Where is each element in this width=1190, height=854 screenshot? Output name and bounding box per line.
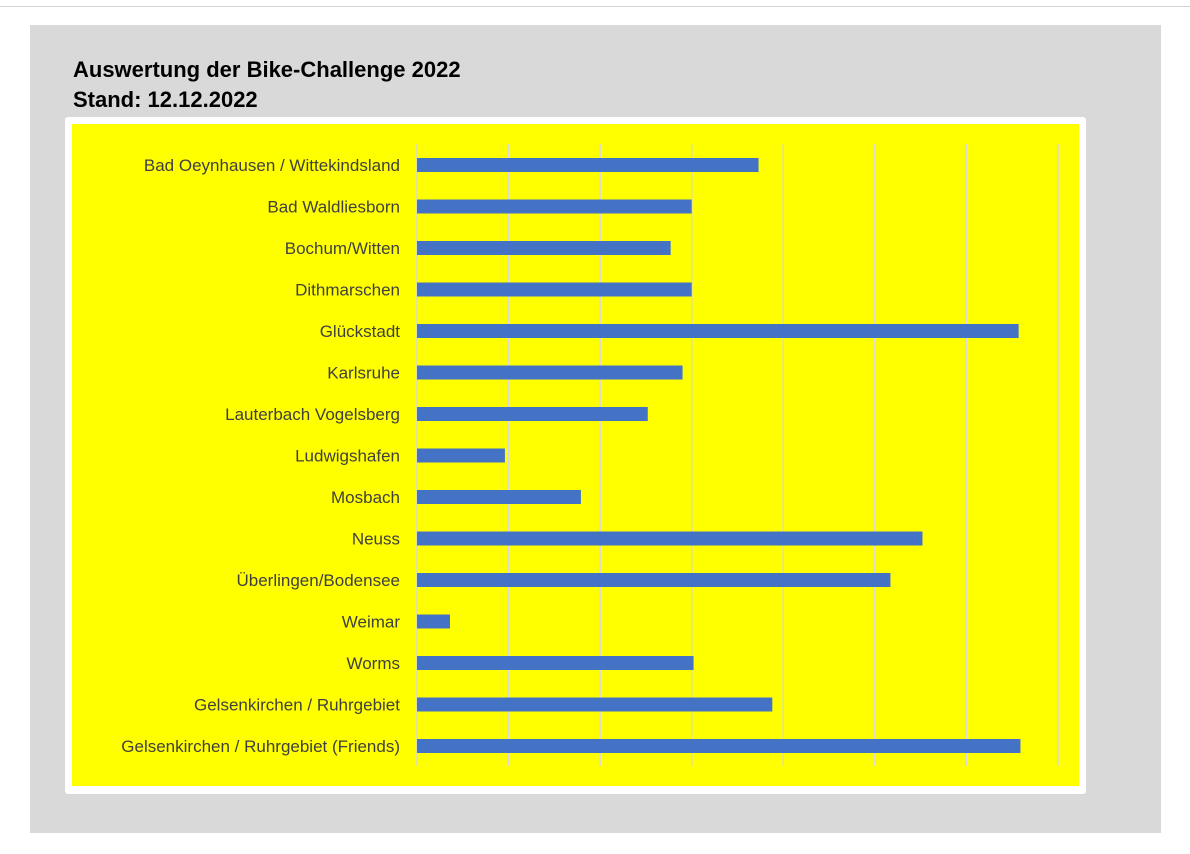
chart-title: Auswertung der Bike-Challenge 2022 — [73, 57, 461, 82]
bar — [417, 199, 692, 214]
category-label: Bochum/Witten — [285, 239, 400, 258]
bar — [417, 365, 683, 380]
bar — [417, 697, 773, 712]
category-label: Lauterbach Vogelsberg — [225, 405, 400, 424]
category-label: Neuss — [352, 530, 400, 549]
bar — [417, 241, 671, 255]
category-label: Dithmarschen — [295, 281, 400, 300]
category-label: Bad Oeynhausen / Wittekindsland — [144, 156, 400, 175]
bar — [417, 324, 1019, 338]
category-label: Ludwigshafen — [295, 447, 400, 466]
category-label: Karlsruhe — [327, 364, 400, 383]
bar — [417, 282, 692, 297]
plot-area — [72, 124, 1079, 786]
category-label: Gelsenkirchen / Ruhrgebiet — [194, 696, 400, 715]
bar — [417, 656, 694, 670]
category-label: Glückstadt — [320, 322, 401, 341]
bar — [417, 158, 759, 172]
top-divider — [0, 6, 1190, 7]
bar — [417, 407, 648, 421]
bar — [417, 573, 891, 587]
category-label: Mosbach — [331, 488, 400, 507]
bar — [417, 739, 1021, 753]
bar — [417, 448, 505, 463]
bar — [417, 490, 581, 504]
bar — [417, 614, 450, 629]
bar — [417, 531, 923, 546]
category-label: Weimar — [342, 613, 401, 632]
category-label: Gelsenkirchen / Ruhrgebiet (Friends) — [121, 737, 400, 756]
chart-subtitle: Stand: 12.12.2022 — [73, 87, 258, 112]
category-label: Bad Waldliesborn — [267, 198, 400, 217]
category-label: Überlingen/Bodensee — [236, 571, 400, 590]
category-label: Worms — [346, 654, 400, 673]
